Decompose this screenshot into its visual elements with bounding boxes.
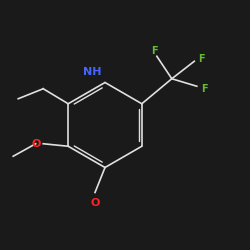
Text: F: F (201, 84, 207, 94)
Text: NH: NH (83, 68, 102, 78)
Text: O: O (31, 139, 40, 149)
Text: O: O (90, 198, 100, 207)
Text: F: F (151, 46, 158, 56)
Text: F: F (198, 54, 205, 64)
